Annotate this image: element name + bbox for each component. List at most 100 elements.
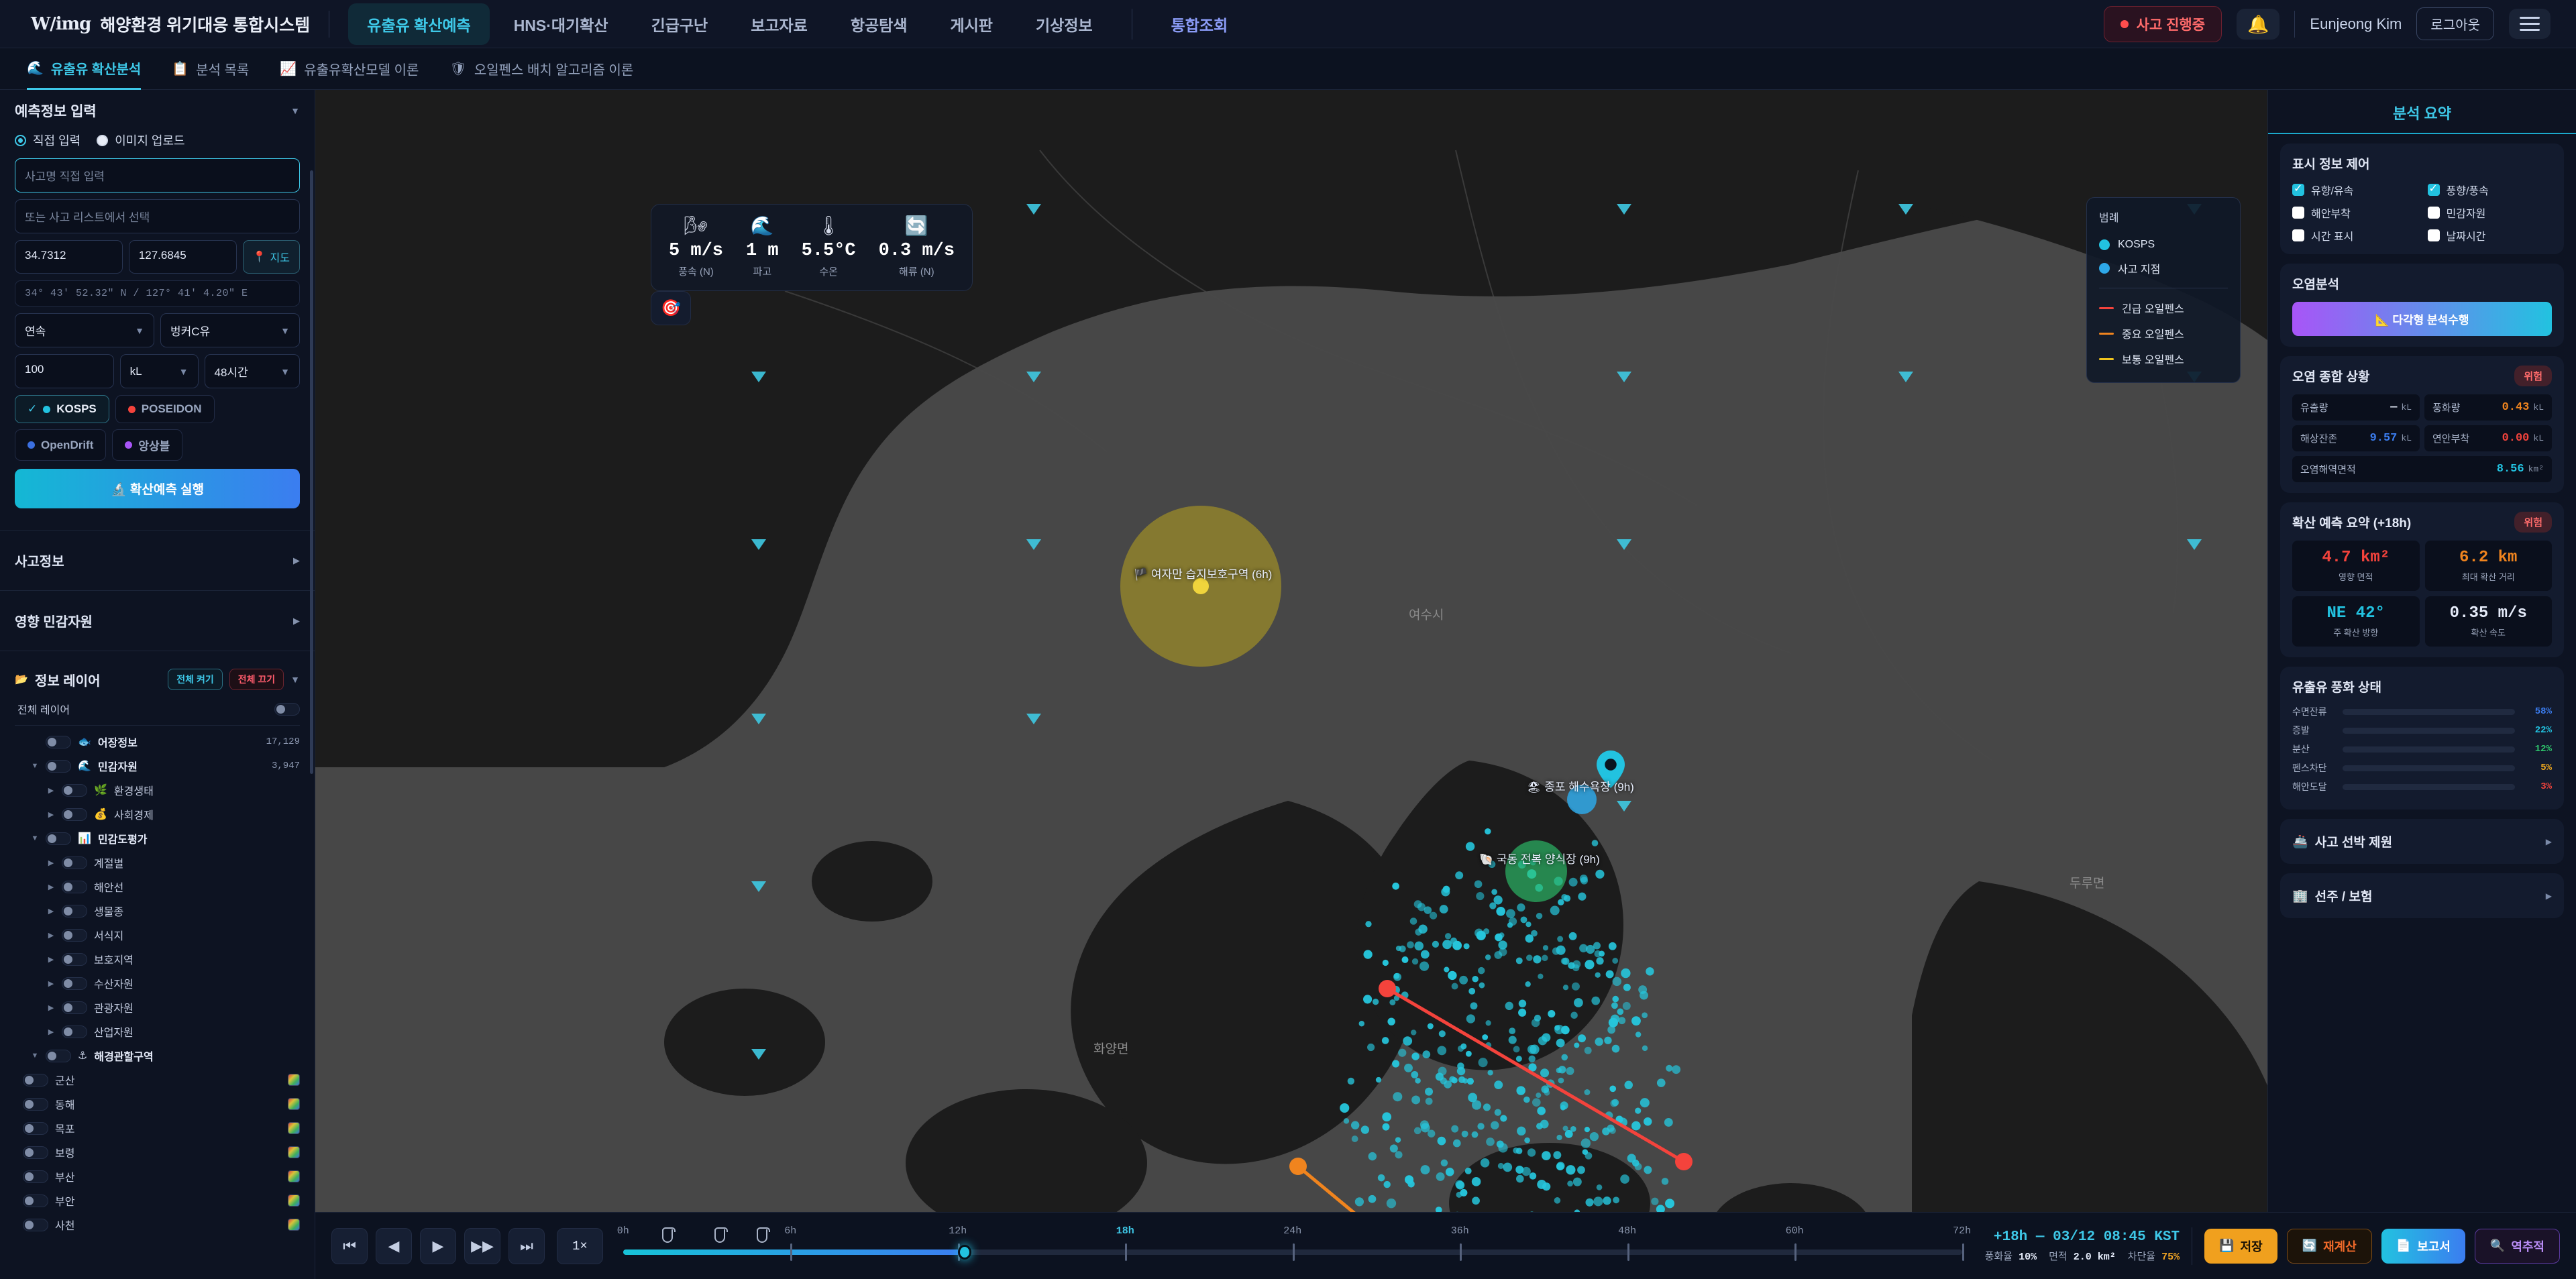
bell-icon[interactable]: 🔔 bbox=[2237, 8, 2280, 40]
report-button[interactable]: 📄 보고서 bbox=[2381, 1228, 2465, 1264]
longitude-input[interactable]: 127.6845 bbox=[128, 240, 237, 274]
nav-item-2[interactable]: 긴급구난 bbox=[651, 16, 708, 34]
region-row-0[interactable]: 군산 bbox=[0, 1068, 315, 1092]
layer-toggle[interactable] bbox=[62, 856, 87, 869]
layer-row-3[interactable]: ▶ 💰 사회경제 bbox=[0, 802, 315, 826]
layer-row-5[interactable]: ▶ 계절별 bbox=[0, 850, 315, 875]
color-swatch-icon[interactable] bbox=[288, 1194, 300, 1207]
checkbox-icon[interactable] bbox=[2427, 182, 2440, 196]
display-checkbox-1[interactable]: 풍향/풍속 bbox=[2427, 182, 2553, 198]
region-row-6[interactable]: 사천 bbox=[0, 1213, 315, 1237]
oil-fence-marker-1[interactable] bbox=[714, 1227, 728, 1243]
sensitive-resources-section[interactable]: 영향 민감자원 ▶ bbox=[0, 599, 315, 643]
layer-toggle[interactable] bbox=[46, 735, 71, 748]
color-swatch-icon[interactable] bbox=[288, 1170, 300, 1182]
layer-toggle[interactable] bbox=[46, 832, 71, 845]
color-swatch-icon[interactable] bbox=[288, 1146, 300, 1158]
nav-item-6[interactable]: 기상정보 bbox=[1035, 16, 1093, 34]
map-canvas[interactable]: 🌬 5 m/s 풍속 (N) 🌊 1 m 파고 🌡 5.5°C 수온 🔄 0.3 m/s 해류 (N)… bbox=[315, 90, 2267, 1279]
layer-row-6[interactable]: ▶ 해안선 bbox=[0, 875, 315, 899]
nav-item-3[interactable]: 보고자료 bbox=[751, 16, 808, 34]
display-checkbox-5[interactable]: 날짜시간 bbox=[2427, 227, 2553, 243]
status-badge[interactable]: 사고 진행중 bbox=[2103, 5, 2222, 42]
collapsed-card-1[interactable]: 🏢 선주 / 보험 ▶ bbox=[2280, 873, 2564, 918]
playback-speed-button[interactable]: 1× bbox=[557, 1227, 603, 1264]
region-row-1[interactable]: 동해 bbox=[0, 1092, 315, 1116]
chevron-right-icon[interactable]: ▶ bbox=[48, 1003, 54, 1012]
duration-select[interactable]: 48시간 ▼ bbox=[204, 354, 300, 388]
run-prediction-button[interactable]: 🔬 확산예측 실행 bbox=[15, 469, 300, 508]
layer-toggle[interactable] bbox=[62, 783, 87, 797]
chevron-right-icon[interactable]: ▶ bbox=[48, 955, 54, 964]
oil-fence-marker-0[interactable] bbox=[661, 1227, 676, 1243]
region-toggle[interactable] bbox=[23, 1121, 48, 1135]
color-swatch-icon[interactable] bbox=[288, 1074, 300, 1086]
layer-toggle[interactable] bbox=[62, 977, 87, 990]
trace-button[interactable]: 🔍 역추적 bbox=[2474, 1228, 2560, 1264]
display-checkbox-2[interactable]: 해안부착 bbox=[2292, 205, 2417, 221]
spill-type-select[interactable]: 연속 ▼ bbox=[15, 313, 154, 347]
all-layers-toggle[interactable] bbox=[274, 702, 300, 716]
layer-toggle[interactable] bbox=[62, 880, 87, 893]
step-back-icon[interactable]: ◀ bbox=[376, 1227, 412, 1264]
recalc-button[interactable]: 🔄 재계산 bbox=[2286, 1228, 2372, 1264]
accident-info-section[interactable]: 사고정보 ▶ bbox=[0, 539, 315, 582]
map-pick-button[interactable]: 📍 지도 bbox=[242, 240, 300, 274]
region-toggle[interactable] bbox=[23, 1146, 48, 1159]
layer-toggle[interactable] bbox=[46, 1049, 71, 1062]
checkbox-icon[interactable] bbox=[2292, 182, 2304, 196]
polygon-analysis-button[interactable]: 📐 다각형 분석수행 bbox=[2292, 302, 2552, 336]
chevron-down-icon[interactable]: ▼ bbox=[290, 674, 300, 685]
layer-toggle[interactable] bbox=[62, 952, 87, 966]
region-toggle[interactable] bbox=[23, 1194, 48, 1207]
chevron-down-icon[interactable]: ▼ bbox=[31, 762, 39, 770]
region-row-5[interactable]: 부안 bbox=[0, 1188, 315, 1213]
nav-item-0[interactable]: 유출유 확산예측 bbox=[348, 3, 490, 45]
timeline-track[interactable] bbox=[623, 1227, 1964, 1261]
checkbox-icon[interactable] bbox=[2292, 229, 2304, 241]
layer-toggle[interactable] bbox=[62, 928, 87, 942]
timeline-slider[interactable]: 0h 6h 12h 18h 24h 36h 48h 60h 72h bbox=[617, 1223, 1971, 1270]
latitude-input[interactable]: 34.7312 bbox=[15, 240, 123, 274]
play-icon[interactable]: ▶ bbox=[420, 1227, 456, 1264]
layers-all-off-button[interactable]: 전체 끄기 bbox=[229, 669, 284, 690]
chevron-down-icon[interactable]: ▼ bbox=[290, 105, 300, 116]
layer-toggle[interactable] bbox=[62, 1025, 87, 1038]
checkbox-icon[interactable] bbox=[2427, 207, 2440, 219]
accident-name-input[interactable]: 사고명 직접 입력 bbox=[15, 158, 300, 192]
region-toggle[interactable] bbox=[23, 1170, 48, 1183]
region-row-2[interactable]: 목포 bbox=[0, 1116, 315, 1140]
display-checkbox-4[interactable]: 시간 표시 bbox=[2292, 227, 2417, 243]
tab-1[interactable]: 📋 분석 목록 bbox=[172, 48, 249, 90]
nav-item-integrated-view[interactable]: 통합조회 bbox=[1171, 16, 1228, 34]
prediction-input-header[interactable]: 예측정보 입력 ▼ bbox=[0, 90, 315, 131]
unit-select[interactable]: kL ▼ bbox=[119, 354, 199, 388]
target-icon[interactable]: 🎯 bbox=[651, 291, 691, 325]
display-checkbox-3[interactable]: 민감자원 bbox=[2427, 205, 2553, 221]
nav-item-1[interactable]: HNS·대기확산 bbox=[513, 16, 608, 34]
model-button-1[interactable]: POSEIDON bbox=[115, 395, 215, 423]
layer-row-4[interactable]: ▼ 📊 민감도평가 bbox=[0, 826, 315, 850]
amount-input[interactable]: 100 bbox=[15, 354, 114, 388]
skip-back-icon[interactable]: ⏮ bbox=[331, 1227, 368, 1264]
layer-toggle[interactable] bbox=[46, 759, 71, 773]
region-row-4[interactable]: 부산 bbox=[0, 1164, 315, 1188]
model-button-3[interactable]: 앙상블 bbox=[112, 429, 183, 461]
logout-button[interactable]: 로그아웃 bbox=[2416, 7, 2494, 40]
hamburger-icon[interactable] bbox=[2509, 9, 2551, 39]
layer-row-7[interactable]: ▶ 생물종 bbox=[0, 899, 315, 923]
layer-row-1[interactable]: ▼ 🌊 민감자원 3,947 bbox=[0, 754, 315, 778]
sidebar-scrollbar[interactable] bbox=[310, 170, 313, 774]
layer-row-8[interactable]: ▶ 서식지 bbox=[0, 923, 315, 947]
chevron-right-icon[interactable]: ▶ bbox=[48, 907, 54, 915]
collapsed-card-0[interactable]: 🚢 사고 선박 제원 ▶ bbox=[2280, 819, 2564, 864]
model-button-0[interactable]: ✓ KOSPS bbox=[15, 395, 109, 423]
tab-0[interactable]: 🌊 유출유 확산분석 bbox=[27, 48, 142, 90]
region-toggle[interactable] bbox=[23, 1097, 48, 1111]
tab-2[interactable]: 📈 유출유확산모델 이론 bbox=[280, 48, 419, 90]
color-swatch-icon[interactable] bbox=[288, 1122, 300, 1134]
checkbox-icon[interactable] bbox=[2427, 229, 2440, 241]
chevron-right-icon[interactable]: ▶ bbox=[48, 931, 54, 940]
chevron-right-icon[interactable]: ▶ bbox=[48, 786, 54, 795]
model-button-2[interactable]: OpenDrift bbox=[15, 429, 107, 461]
